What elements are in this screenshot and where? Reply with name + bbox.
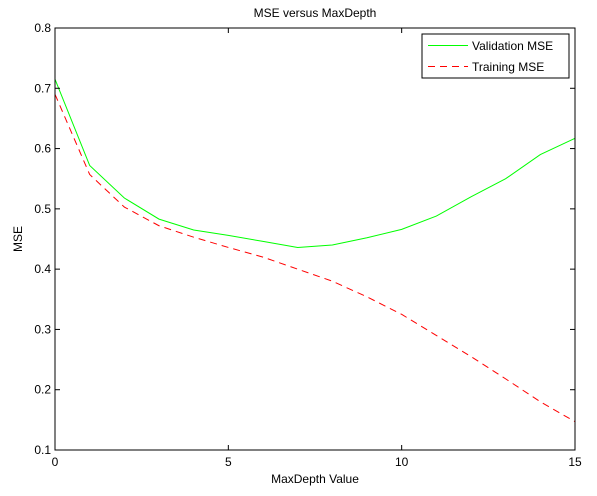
y-tick-label: 0.5 [34, 202, 51, 216]
legend-label-training-mse: Training MSE [472, 60, 544, 74]
legend: Validation MSE Training MSE [421, 33, 570, 79]
x-tick-label: 10 [395, 455, 409, 469]
y-tick-label: 0.7 [34, 81, 51, 95]
chart-title: MSE versus MaxDepth [254, 6, 377, 20]
y-tick-label: 0.4 [34, 262, 51, 276]
series-layer [54, 79, 576, 423]
y-tick-label: 0.8 [34, 21, 51, 35]
x-axis-title: MaxDepth Value [271, 472, 359, 486]
y-tick-label: 0.3 [34, 322, 51, 336]
legend-label-validation-mse: Validation MSE [472, 39, 553, 53]
series-line-validation-mse [54, 79, 576, 248]
plot-frame [54, 27, 576, 451]
y-axis-title: MSE [11, 226, 25, 252]
y-tick-label: 0.6 [34, 142, 51, 156]
y-tick-label: 0.2 [34, 383, 51, 397]
x-tick-label: 15 [568, 455, 582, 469]
x-tick-label: 5 [225, 455, 232, 469]
tick-layer: 0 5 10 15 0.1 0.2 0.3 0.4 0.5 0.6 0.7 0.8 [34, 21, 582, 469]
series-line-training-mse [54, 94, 576, 423]
y-tick-label: 0.1 [34, 443, 51, 457]
legend-box [421, 33, 570, 79]
x-tick-label: 0 [52, 455, 59, 469]
